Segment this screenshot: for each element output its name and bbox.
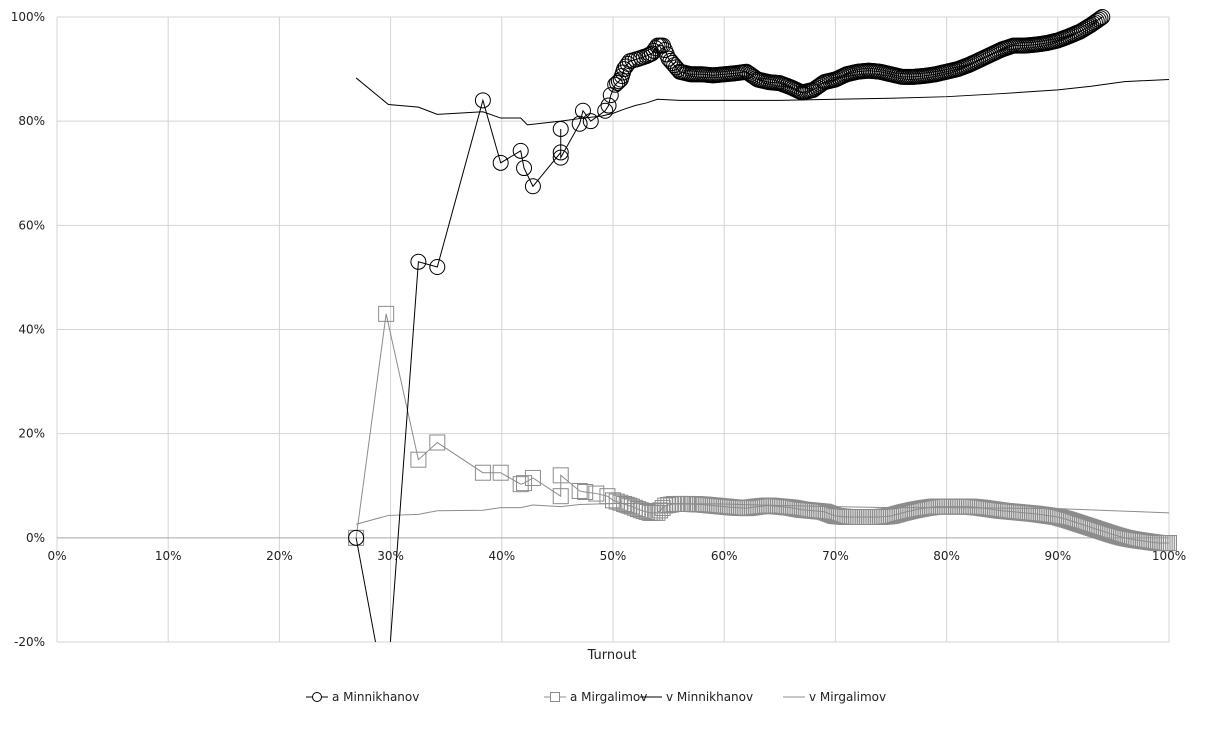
data-point-circle: [524, 178, 541, 195]
y-tick-label: 0%: [26, 531, 45, 545]
data-point-square: [410, 451, 427, 468]
data-point-square: [635, 503, 652, 520]
data-point-square: [652, 502, 669, 519]
data-point-square: [618, 496, 635, 513]
data-point-circle: [600, 97, 617, 114]
y-tick-label: 60%: [18, 218, 45, 232]
legend-item: a Mirgalimov: [544, 690, 647, 704]
legend-label: v Mirgalimov: [809, 690, 886, 704]
data-point-square: [552, 488, 569, 505]
data-point-circle: [571, 115, 588, 132]
series-layer: [348, 9, 1177, 642]
data-point-circle: [597, 102, 614, 119]
x-tick-label: 100%: [1152, 549, 1186, 563]
legend-circle-marker: [312, 692, 322, 702]
data-point-square: [629, 501, 646, 518]
data-point-circle: [552, 120, 569, 137]
x-tick-label: 20%: [266, 549, 293, 563]
legend-item: v Minnikhanov: [640, 690, 753, 704]
legend: a Minnikhanov a Mirgalimov v Minnikhanov v …: [306, 690, 886, 704]
data-point-circle: [429, 259, 446, 275]
data-point-square: [632, 502, 649, 519]
data-point-circle: [1094, 9, 1111, 25]
series-a-minnikhanov: [348, 9, 1111, 642]
y-tick-label: 100%: [11, 10, 45, 24]
data-point-square: [621, 497, 638, 514]
x-tick-label: 60%: [711, 549, 738, 563]
data-point-circle: [619, 55, 636, 72]
y-axis-labels: -20% 0% 20% 40% 60% 80% 100%: [11, 10, 45, 649]
x-tick-label: 50%: [600, 549, 627, 563]
series-line: [355, 77, 1170, 126]
data-point-square: [599, 488, 616, 505]
data-point-square: [577, 484, 594, 500]
data-point-circle: [1088, 12, 1105, 29]
data-point-circle: [348, 529, 365, 546]
legend-square-marker: [550, 692, 560, 702]
legend-label: a Minnikhanov: [332, 690, 419, 704]
series-v-minnikhanov: [355, 77, 1170, 126]
x-axis-labels: 0% 10% 20% 30% 40% 50% 60% 70% 80% 90% 100%: [47, 549, 1186, 563]
y-tick-label: 80%: [18, 114, 45, 128]
legend-item: v Mirgalimov: [783, 690, 886, 704]
data-point-circle: [1092, 10, 1109, 27]
data-point-square: [657, 497, 674, 514]
data-point-circle: [616, 61, 633, 78]
y-tick-label: -20%: [14, 635, 45, 649]
data-point-square: [552, 467, 569, 484]
data-point-square: [378, 305, 395, 322]
data-point-square: [492, 464, 509, 481]
y-tick-label: 40%: [18, 323, 45, 337]
data-point-square: [512, 476, 529, 493]
legend-item: a Minnikhanov: [306, 690, 419, 704]
data-point-square: [571, 482, 588, 499]
y-tick-label: 20%: [18, 427, 45, 441]
data-point-square: [660, 497, 677, 514]
data-point-square: [524, 469, 541, 486]
data-point-square: [654, 499, 671, 516]
series-a-mirgalimov: [348, 305, 1177, 552]
data-point-circle: [610, 73, 627, 90]
data-point-square: [474, 464, 491, 481]
data-point-circle: [552, 144, 569, 161]
legend-label: a Mirgalimov: [570, 690, 647, 704]
x-tick-label: 40%: [488, 549, 515, 563]
x-axis-title: Turnout: [587, 648, 637, 663]
series-line: [355, 16, 1103, 642]
x-tick-label: 80%: [933, 549, 960, 563]
data-point-circle: [574, 102, 591, 119]
data-point-square: [1161, 535, 1177, 552]
x-tick-label: 90%: [1044, 549, 1071, 563]
x-tick-label: 30%: [377, 549, 404, 563]
legend-label: v Minnikhanov: [666, 690, 753, 704]
grid: [56, 16, 1170, 643]
data-point-square: [429, 434, 446, 451]
data-point-circle: [516, 160, 533, 177]
data-point-square: [612, 494, 629, 511]
data-point-square: [663, 496, 680, 513]
data-point-circle: [410, 253, 427, 270]
x-tick-label: 10%: [155, 549, 182, 563]
data-point-circle: [1090, 11, 1107, 28]
data-point-circle: [582, 113, 599, 130]
x-tick-label: 70%: [822, 549, 849, 563]
data-point-square: [588, 485, 605, 502]
x-tick-label: 0%: [47, 549, 66, 563]
data-point-square: [516, 475, 533, 492]
data-point-circle: [492, 154, 509, 171]
data-point-circle: [552, 149, 569, 166]
data-point-circle: [474, 92, 491, 109]
data-point-circle: [512, 142, 529, 159]
data-point-circle: [607, 76, 624, 93]
data-point-square: [638, 503, 655, 520]
